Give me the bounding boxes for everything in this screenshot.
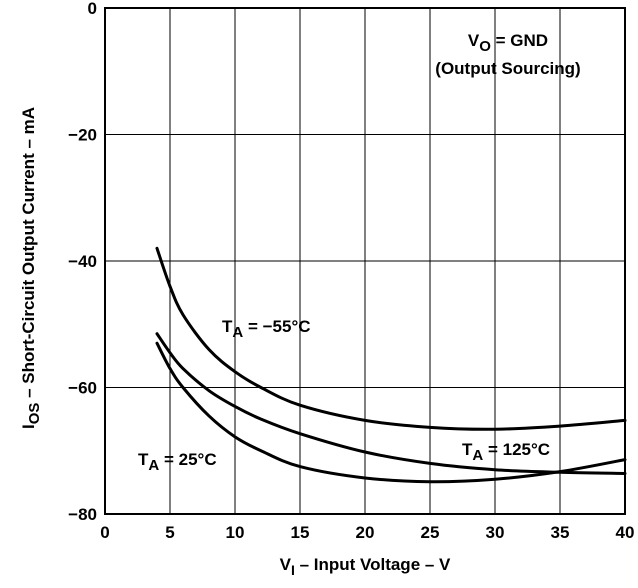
annotation-ta-25: TA = 25°C: [138, 450, 217, 474]
x-tick-label: 35: [551, 523, 570, 542]
condition-line-1: VO = GND: [468, 31, 548, 55]
series-line-ta-minus55: [155, 246, 627, 431]
x-tick-label: 25: [421, 523, 440, 542]
x-tick-label: 5: [165, 523, 174, 542]
series-line-ta-25: [155, 332, 627, 476]
annotation-ta-125: TA = 125°C: [462, 440, 550, 464]
x-axis-label: VI – Input Voltage – V: [280, 555, 451, 578]
x-tick-label: 0: [100, 523, 109, 542]
x-tick-label: 15: [291, 523, 310, 542]
grid-lines: [105, 8, 625, 514]
tick-labels: 0 5 10 15 20 25 30 35 40 0 −20 −40 −60 −80: [68, 0, 634, 542]
series-lines: [155, 246, 627, 484]
y-axis-label: IOS – Short-Circuit Output Current – mA: [19, 107, 43, 429]
condition-line-2: (Output Sourcing): [435, 59, 580, 78]
series-line-ta-125: [155, 341, 627, 484]
x-tick-label: 30: [486, 523, 505, 542]
y-tick-label: 0: [88, 0, 97, 18]
y-tick-label: −80: [68, 505, 97, 524]
x-tick-label: 10: [226, 523, 245, 542]
y-tick-label: −40: [68, 252, 97, 271]
plot-frame: [104, 7, 626, 515]
y-tick-label: −60: [68, 379, 97, 398]
x-tick-label: 40: [616, 523, 635, 542]
x-tick-label: 20: [356, 523, 375, 542]
y-tick-label: −20: [68, 126, 97, 145]
annotation-ta-minus55: TA = −55°C: [222, 317, 311, 341]
